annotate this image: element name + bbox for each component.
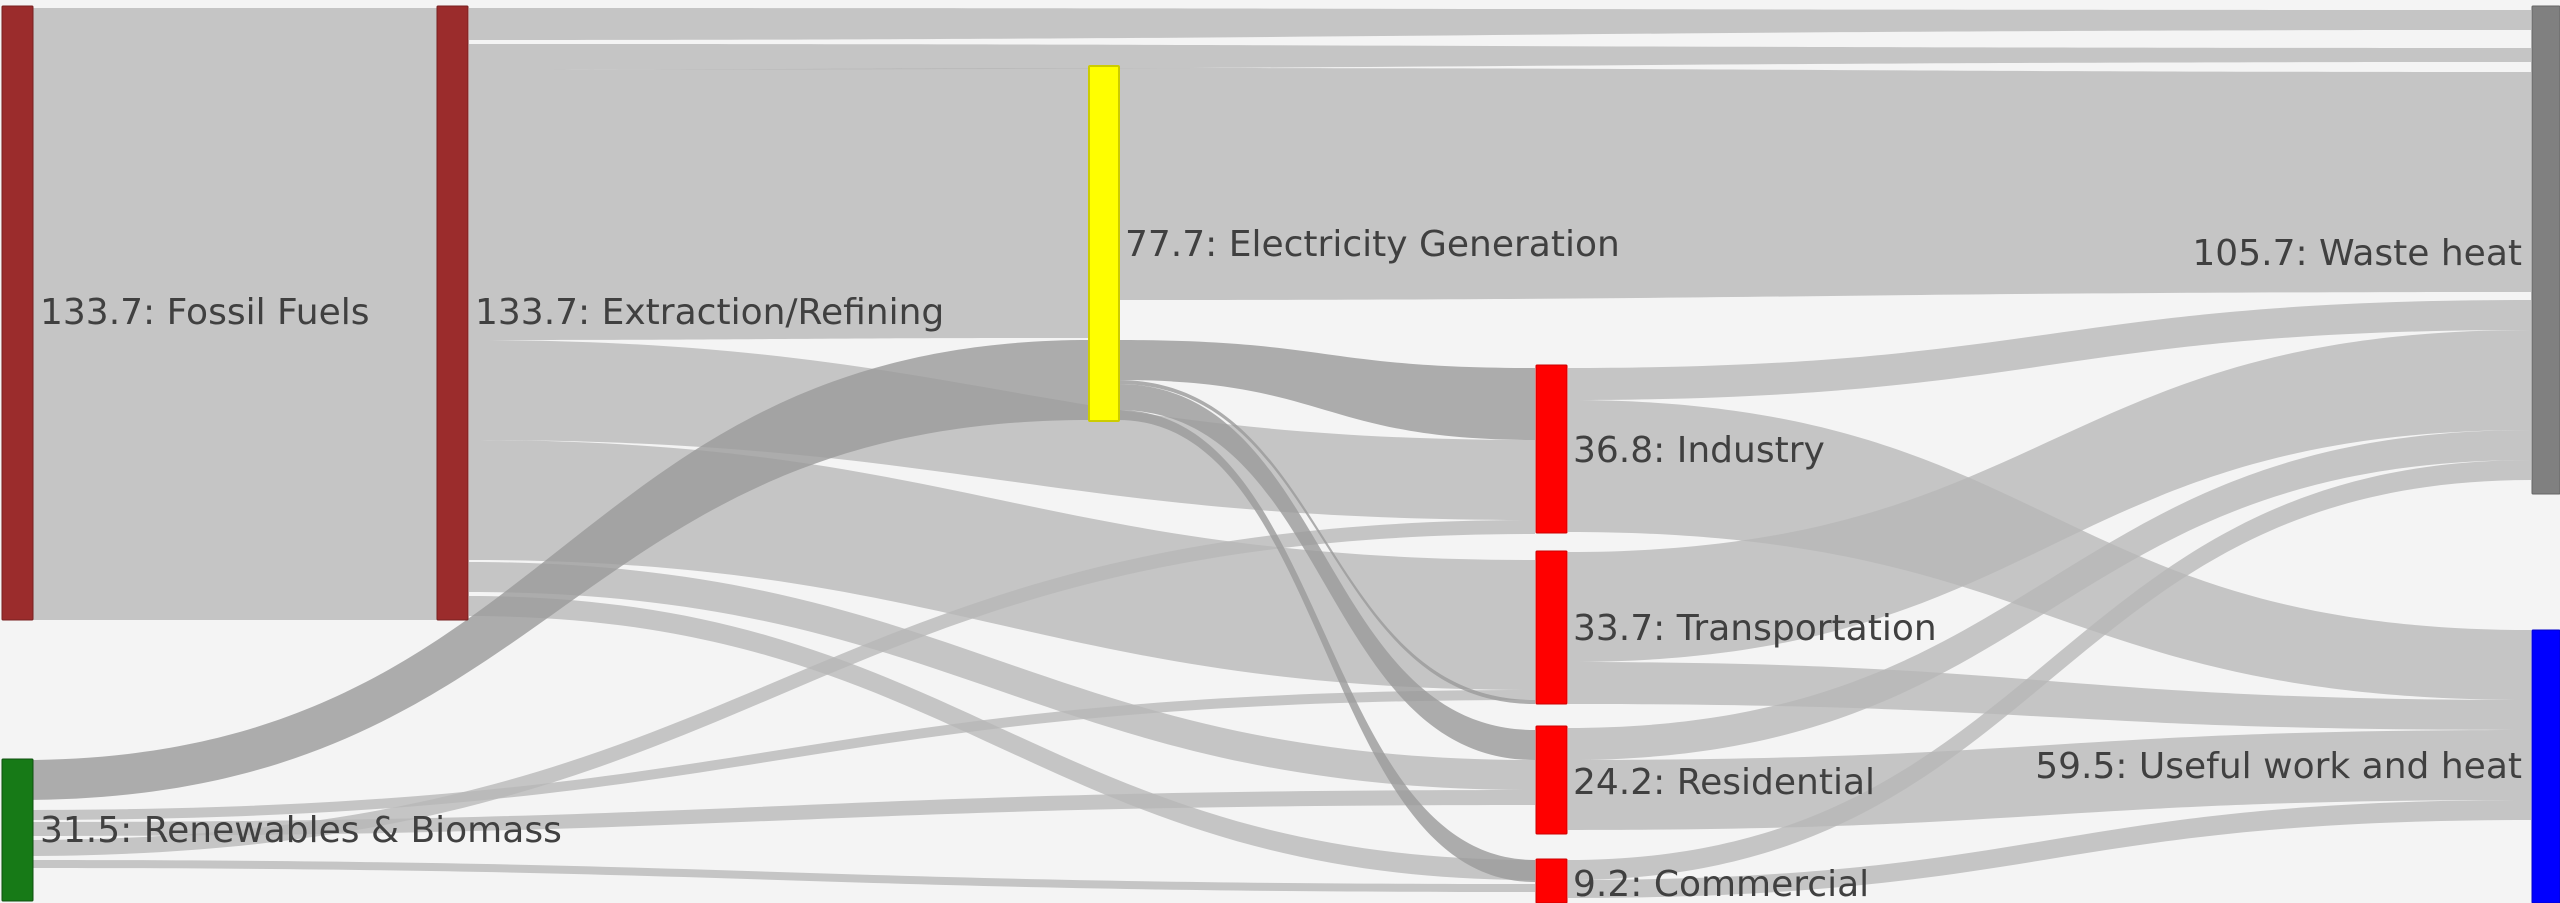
- node-commercial: [1535, 858, 1568, 903]
- node-residential: [1535, 725, 1568, 835]
- node-electricity-generation: [1088, 65, 1120, 422]
- link-extraction-electricity: [469, 68, 1090, 340]
- link-electricity-waste: [1118, 68, 2531, 300]
- node-waste-heat: [2531, 5, 2560, 495]
- nodes: [1, 5, 2560, 903]
- link-commercial-waste: [1568, 460, 2531, 880]
- label-renewables-biomass: 31.5: Renewables & Biomass: [40, 810, 562, 851]
- node-renewables-biomass: [1, 758, 34, 902]
- node-extraction-refining: [436, 5, 469, 621]
- node-useful-work-heat: [2531, 629, 2560, 903]
- link-transportation-useful: [1568, 662, 2531, 730]
- link-industry-useful: [1568, 400, 2531, 700]
- link-transportation-waste: [1568, 330, 2531, 662]
- link-renewables-industry: [21, 520, 1535, 856]
- link-residential-useful: [1568, 730, 2531, 830]
- node-industry: [1535, 364, 1568, 534]
- label-transportation: 33.7: Transportation: [1573, 608, 1937, 649]
- label-electricity-generation: 77.7: Electricity Generation: [1125, 224, 1620, 265]
- link-extraction-commercial: [469, 596, 1535, 880]
- label-useful-work-heat: 59.5: Useful work and heat: [2035, 746, 2522, 787]
- link-renewables-residential: [21, 790, 1535, 836]
- node-labels: 133.7: Fossil Fuels 31.5: Renewables & B…: [40, 224, 2522, 903]
- link-industry-waste: [1568, 300, 2531, 400]
- label-industry: 36.8: Industry: [1573, 430, 1825, 471]
- link-electricity-residential: [1118, 384, 1535, 760]
- link-extraction-waste-second: [469, 44, 2531, 70]
- link-renewables-transportation: [21, 690, 1535, 820]
- node-fossil-fuels: [1, 5, 34, 621]
- link-commercial-useful: [1568, 800, 2531, 898]
- link-extraction-transportation: [469, 440, 1535, 690]
- label-fossil-fuels: 133.7: Fossil Fuels: [40, 292, 370, 333]
- label-commercial: 9.2: Commercial: [1573, 864, 1869, 903]
- link-fossil-extraction: [21, 8, 437, 620]
- label-waste-heat: 105.7: Waste heat: [2192, 233, 2522, 274]
- link-electricity-industry: [1118, 340, 1535, 440]
- flow-links: [21, 8, 2531, 898]
- node-transportation: [1535, 550, 1568, 705]
- label-extraction-refining: 133.7: Extraction/Refining: [475, 292, 944, 333]
- link-extraction-waste-top: [469, 8, 2531, 40]
- link-electricity-commercial: [1118, 410, 1535, 882]
- link-renewables-commercial: [21, 860, 1535, 892]
- label-residential: 24.2: Residential: [1573, 762, 1875, 803]
- link-electricity-transportation: [1118, 380, 1535, 704]
- link-residential-waste: [1568, 430, 2531, 760]
- link-renewables-electricity: [21, 340, 1090, 800]
- link-extraction-residential: [469, 562, 1535, 790]
